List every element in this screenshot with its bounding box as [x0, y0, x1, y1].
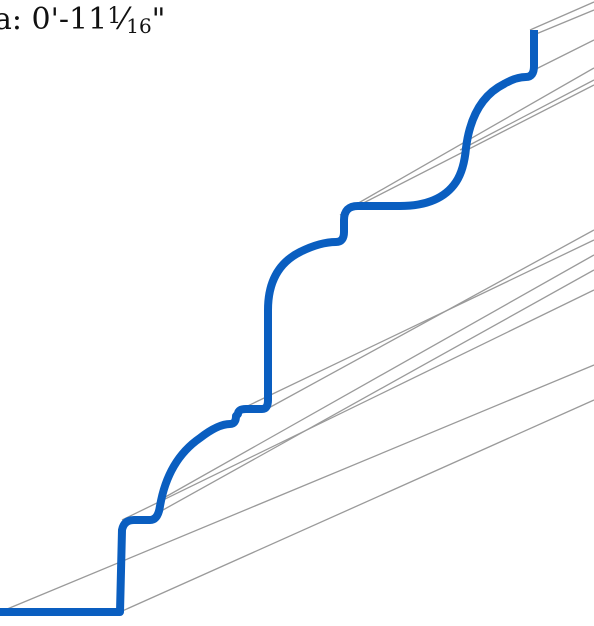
dimension-slash: ⁄ — [121, 2, 127, 37]
edge-line — [234, 239, 594, 413]
dimension-denominator: 16 — [126, 14, 152, 38]
dimension-feet: 0'- — [31, 2, 70, 37]
edge-line — [144, 269, 594, 521]
edge-line — [535, 9, 594, 35]
edge-line — [354, 67, 594, 206]
edge-line — [159, 254, 594, 501]
edge-line — [459, 79, 594, 151]
dimension-numerator: 1 — [107, 4, 122, 29]
edge-line — [119, 399, 594, 613]
dimension-inches: 11 — [69, 2, 108, 37]
edge-line — [264, 229, 594, 411]
extrusion-edges — [0, 1, 594, 613]
edge-line — [529, 39, 594, 73]
crown-molding-profile-icon — [0, 30, 538, 616]
edge-line — [529, 1, 594, 31]
dimension-label: a: 0'-111⁄16" — [0, 2, 165, 38]
edge-line — [121, 289, 594, 521]
edge-line — [0, 364, 594, 613]
dimension-unit: " — [151, 2, 166, 37]
dimension-prefix: a: — [0, 2, 22, 37]
